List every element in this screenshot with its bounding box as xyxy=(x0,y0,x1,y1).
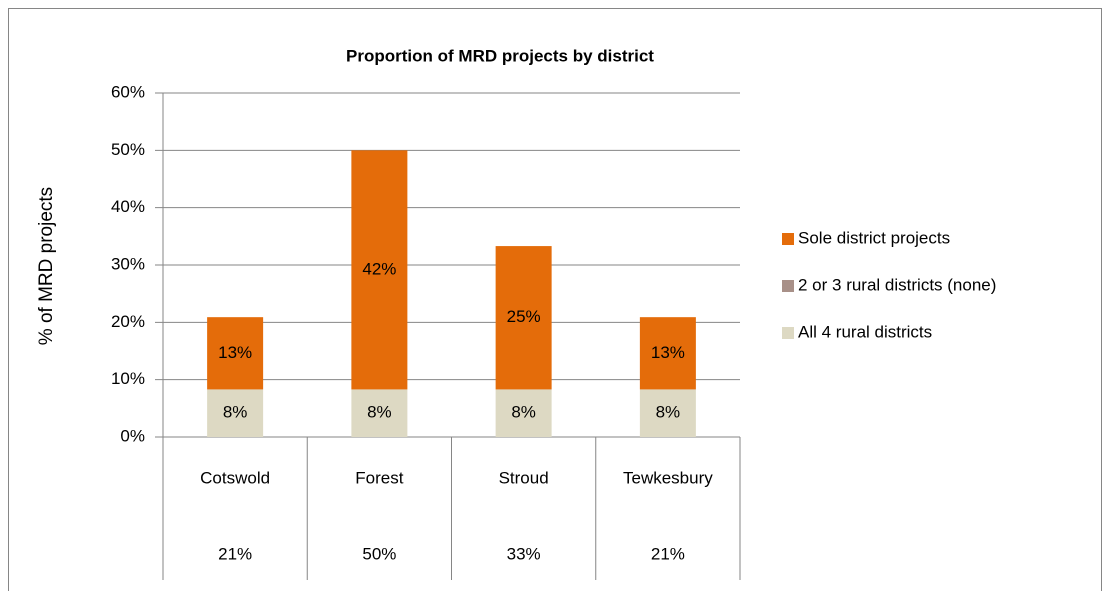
table-total: 33% xyxy=(507,544,541,563)
table-total: 21% xyxy=(651,544,685,563)
bar-segment xyxy=(495,389,552,437)
chart-title: Proportion of MRD projects by district xyxy=(346,46,654,65)
legend-label: Sole district projects xyxy=(798,228,950,247)
data-label: 13% xyxy=(651,343,685,362)
legend-label: 2 or 3 rural districts (none) xyxy=(798,275,996,294)
y-axis-label: % of MRD projects xyxy=(36,187,57,345)
y-tick-label: 0% xyxy=(120,426,145,445)
data-label: 25% xyxy=(507,307,541,326)
legend-swatch xyxy=(782,327,794,339)
table-total: 21% xyxy=(218,544,252,563)
legend-swatch xyxy=(782,280,794,292)
bar-segment xyxy=(639,317,696,390)
data-label: 8% xyxy=(656,403,681,422)
y-tick-label: 60% xyxy=(111,82,145,101)
bar-segment xyxy=(207,317,264,390)
data-label: 8% xyxy=(511,403,536,422)
legend-label: All 4 rural districts xyxy=(798,322,932,341)
bar-segment xyxy=(207,389,264,437)
x-tick-label: Forest xyxy=(355,468,403,487)
bar-segment xyxy=(495,246,552,390)
data-label: 8% xyxy=(223,403,248,422)
x-tick-label: Cotswold xyxy=(200,468,270,487)
x-tick-label: Stroud xyxy=(499,468,549,487)
y-tick-label: 40% xyxy=(111,197,145,216)
x-tick-label: Tewkesbury xyxy=(623,468,713,487)
y-tick-label: 50% xyxy=(111,140,145,159)
chart-frame xyxy=(8,8,1102,591)
bar-segment xyxy=(639,389,696,437)
y-tick-label: 20% xyxy=(111,312,145,331)
bar-segment xyxy=(351,389,408,437)
y-tick-label: 10% xyxy=(111,369,145,388)
bar-segment xyxy=(351,150,408,390)
data-label: 42% xyxy=(362,259,396,278)
data-label: 8% xyxy=(367,403,392,422)
y-tick-label: 30% xyxy=(111,254,145,273)
table-total: 50% xyxy=(362,544,396,563)
legend-swatch xyxy=(782,233,794,245)
data-label: 13% xyxy=(218,343,252,362)
